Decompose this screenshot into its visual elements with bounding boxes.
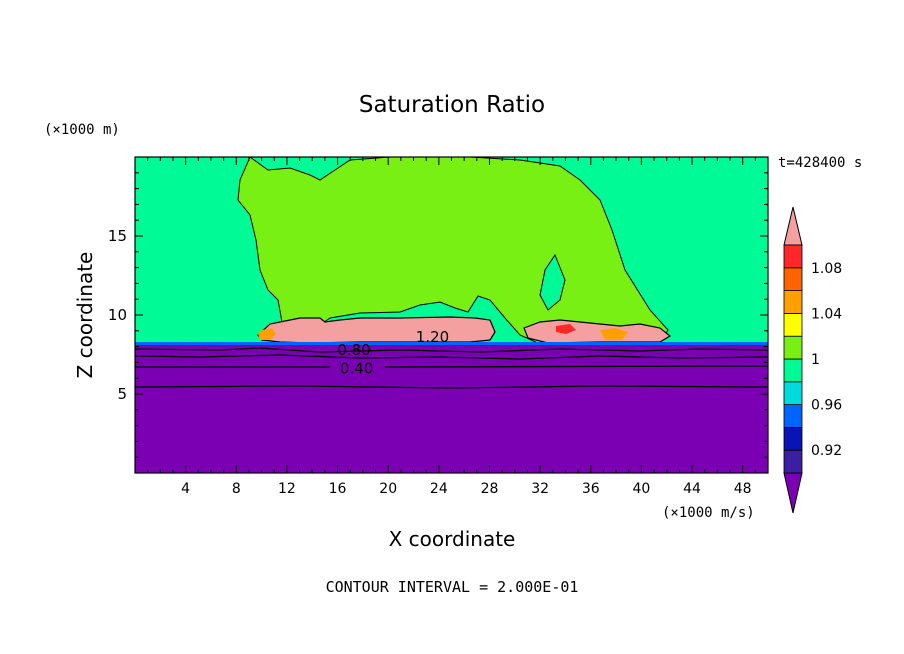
colorbar-swatch [783,335,803,360]
x-tick-label: 40 [632,481,650,497]
contour-label-layer: 1.20 0.800.40 [337,328,449,378]
x-unit-label: (×1000 m/s) [662,505,755,521]
contour-label: 0.40 [340,360,373,378]
y-tick-label: 10 [108,306,127,324]
contour-line-040 [135,365,768,368]
colorbar-tick-label: 1.04 [811,306,842,322]
chart-title: Saturation Ratio [359,92,545,118]
supersaturated-region-left [257,316,496,344]
x-axis-label: X coordinate [389,527,516,551]
transition-band [135,342,768,345]
colorbar-swatch [783,244,803,269]
contour-field [135,157,768,473]
colorbar-swatch [783,312,803,337]
colorbar-swatch [783,290,803,314]
colorbar-low-arrow [783,472,803,514]
x-tick-label: 8 [232,481,241,497]
x-tick-label: 36 [582,481,600,497]
colorbar-swatch [783,381,803,405]
lower-layer-region [135,344,768,473]
x-tick-label: 44 [683,481,701,497]
x-tick-label: 48 [734,481,752,497]
contour-interval-footer: CONTOUR INTERVAL = 2.000E-01 [326,578,579,596]
x-axis: 4 8 12 16 20 24 28 32 36 40 44 48 [147,157,756,497]
colorbar-high-arrow [783,206,803,246]
colorbar: 0.92 0.96 1 1.04 1.08 [783,206,842,514]
contour-line-060 [135,354,768,360]
colorbar-swatch [783,449,803,474]
supersaturated-orange-fringe-left [258,328,276,340]
colorbar-swatch [783,267,803,291]
colorbar-tick-label: 0.96 [811,398,842,414]
contour-label: 1.20 [416,328,449,346]
colorbar-swatch [783,358,803,383]
x-tick-label: 12 [278,481,296,497]
y-unit-label: (×1000 m) [44,122,120,138]
x-tick-label: 16 [329,481,347,497]
supersaturated-red-core [556,324,576,334]
colorbar-swatch [783,426,803,451]
contour-label: 0.80 [337,341,370,359]
contour-line-080 [135,347,768,353]
colorbar-tick-label: 1.08 [811,261,842,277]
colorbar-tick-label: 1 [811,352,820,368]
time-label: t=428400 s [778,155,862,171]
contour-line-020 [135,385,768,389]
y-axis-label: Z coordinate [73,252,97,379]
y-tick-label: 5 [117,385,127,403]
supersaturated-orange-fringe-right [600,328,628,340]
x-tick-label: 32 [531,481,549,497]
x-tick-label: 4 [181,481,190,497]
x-tick-label: 24 [430,481,448,497]
y-tick-label: 15 [108,227,127,245]
x-tick-label: 20 [379,481,397,497]
x-tick-label: 28 [481,481,499,497]
colorbar-tick-label: 0.92 [811,443,842,459]
inner-green-gap [539,253,566,311]
y-axis: 5 10 15 [108,172,768,458]
colorbar-swatch [783,404,803,428]
